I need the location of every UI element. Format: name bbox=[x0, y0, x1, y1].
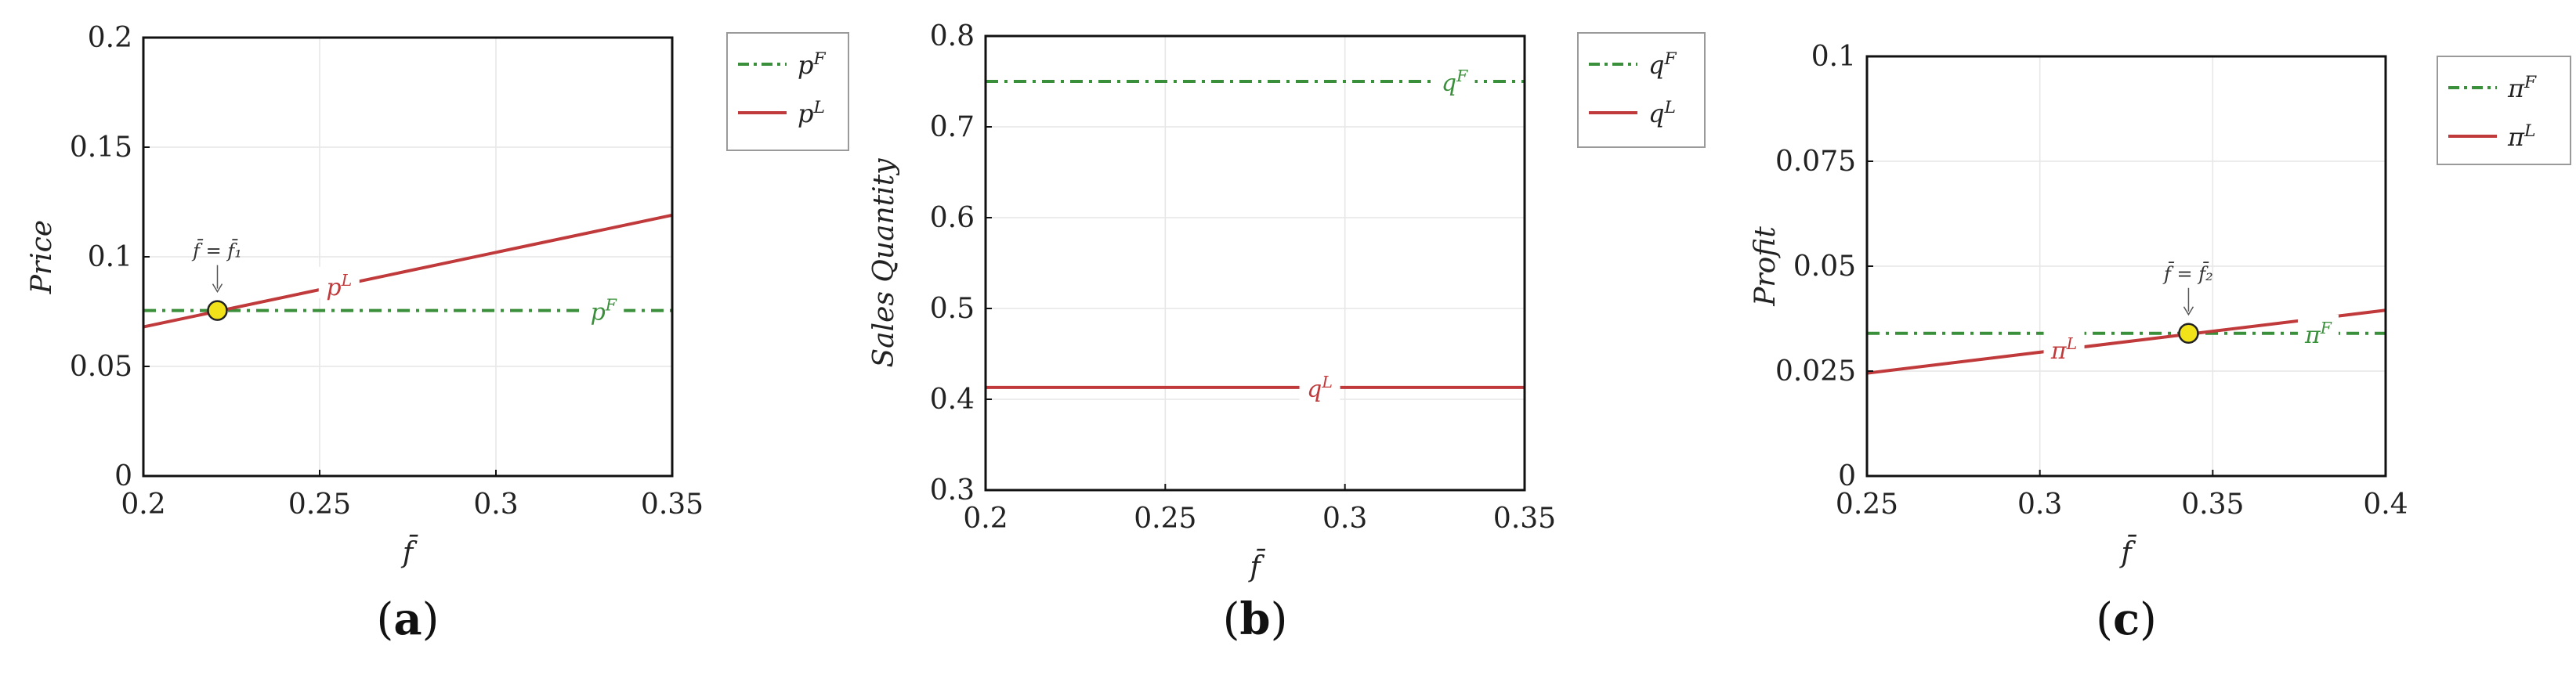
inline-label-pF: pF bbox=[591, 296, 617, 326]
legend: pF pL bbox=[726, 32, 849, 151]
panel-caption: (a) bbox=[376, 593, 439, 645]
y-tick-label: 0.1 bbox=[1811, 41, 1856, 73]
x-tick-label: 0.3 bbox=[473, 489, 518, 521]
y-tick-label: 0.075 bbox=[1775, 146, 1856, 178]
plot-frame bbox=[984, 34, 1526, 492]
y-tick-label: 0.3 bbox=[930, 474, 975, 507]
inline-label-backdrop bbox=[2043, 330, 2085, 362]
x-tick-label: 0.35 bbox=[1493, 503, 1556, 535]
y-tick-label: 0.025 bbox=[1775, 355, 1856, 388]
y-axis-label: Sales Quantity bbox=[868, 158, 900, 368]
y-tick-label: 0.6 bbox=[930, 202, 975, 234]
inline-label-pL: pL bbox=[326, 271, 352, 301]
y-tick-label: 0 bbox=[114, 460, 132, 492]
legend-label-pL: pL bbox=[798, 98, 825, 129]
chart-panel-a: pF pL 0.2 0.25 0.3 0.35 0 0.05 0.1 0.15 0.2 f̄ Price… bbox=[26, 22, 849, 645]
annotation-label: f̄ = f̄₂ bbox=[2162, 262, 2213, 285]
x-tick-label: 0.3 bbox=[1322, 503, 1367, 535]
intersection-marker bbox=[2178, 323, 2199, 344]
inline-label-πL: πL bbox=[2050, 334, 2077, 365]
y-tick-label: 0.8 bbox=[930, 20, 975, 52]
y-tick-label: 0.15 bbox=[70, 132, 132, 164]
intersection-marker bbox=[207, 300, 228, 321]
x-axis-label: f̄ bbox=[1247, 549, 1265, 583]
legend-label-πL: πL bbox=[2507, 121, 2535, 153]
legend-box bbox=[726, 32, 849, 151]
chart-panel-b: qF qL 0.2 0.25 0.3 0.35 0.3 0.4 0.5 0.6 0.7 0.8 f̄ Sa… bbox=[868, 20, 1706, 645]
x-tick-label: 0.25 bbox=[1134, 503, 1196, 535]
y-tick-label: 0.4 bbox=[930, 384, 975, 416]
legend-box bbox=[1577, 32, 1706, 148]
inline-label-backdrop bbox=[318, 266, 360, 298]
inline-label-backdrop bbox=[1299, 368, 1340, 400]
legend-label-pF: pF bbox=[798, 49, 826, 81]
annotation-label: f̄ = f̄₁ bbox=[191, 239, 242, 261]
inline-label-qL: qL bbox=[1307, 373, 1333, 403]
y-tick-label: 0.1 bbox=[88, 241, 132, 273]
y-tick-label: 0 bbox=[1838, 460, 1856, 492]
series-line-pL bbox=[143, 213, 673, 329]
chart-panel-c: πF πL 0.25 0.3 0.35 0.4 0 0.025 0.05 0.075 0.1 f̄ Pr… bbox=[1749, 41, 2571, 645]
legend-label-πF: πF bbox=[2507, 73, 2537, 104]
inline-label-backdrop bbox=[583, 291, 624, 323]
inline-label-πF: πF bbox=[2304, 319, 2332, 349]
legend: πF πL bbox=[2437, 56, 2571, 165]
y-axis-label: Price bbox=[26, 220, 58, 294]
annotation-arrowhead bbox=[212, 283, 223, 294]
y-tick-label: 0.2 bbox=[88, 22, 132, 54]
x-tick-label: 0.35 bbox=[2181, 489, 2244, 521]
panel-caption: (b) bbox=[1223, 593, 1288, 645]
x-axis-label: f̄ bbox=[400, 535, 418, 569]
y-axis-label: Profit bbox=[1749, 226, 1782, 307]
x-tick-label: 0.2 bbox=[121, 489, 165, 521]
legend-label-qF: qF bbox=[1648, 49, 1677, 81]
x-tick-label: 0.25 bbox=[1836, 489, 1898, 521]
x-tick-label: 0.25 bbox=[288, 489, 351, 521]
inline-label-backdrop bbox=[1434, 63, 1475, 94]
legend-box bbox=[2437, 56, 2571, 165]
x-tick-label: 0.35 bbox=[641, 489, 704, 521]
x-axis-label: f̄ bbox=[2118, 535, 2136, 569]
y-tick-label: 0.7 bbox=[930, 111, 975, 143]
inline-label-backdrop bbox=[2297, 314, 2339, 346]
x-tick-label: 0.3 bbox=[2017, 489, 2062, 521]
y-tick-label: 0.05 bbox=[1793, 251, 1856, 283]
x-tick-label: 0.2 bbox=[963, 503, 1008, 535]
y-tick-label: 0.05 bbox=[70, 351, 132, 383]
x-tick-label: 0.4 bbox=[2363, 489, 2408, 521]
panel-caption: (c) bbox=[2096, 593, 2157, 645]
y-tick-label: 0.5 bbox=[930, 293, 975, 325]
inline-label-qF: qF bbox=[1442, 67, 1468, 97]
legend: qF qL bbox=[1577, 32, 1706, 148]
legend-label-qL: qL bbox=[1648, 98, 1676, 129]
annotation-arrowhead bbox=[2183, 306, 2194, 316]
